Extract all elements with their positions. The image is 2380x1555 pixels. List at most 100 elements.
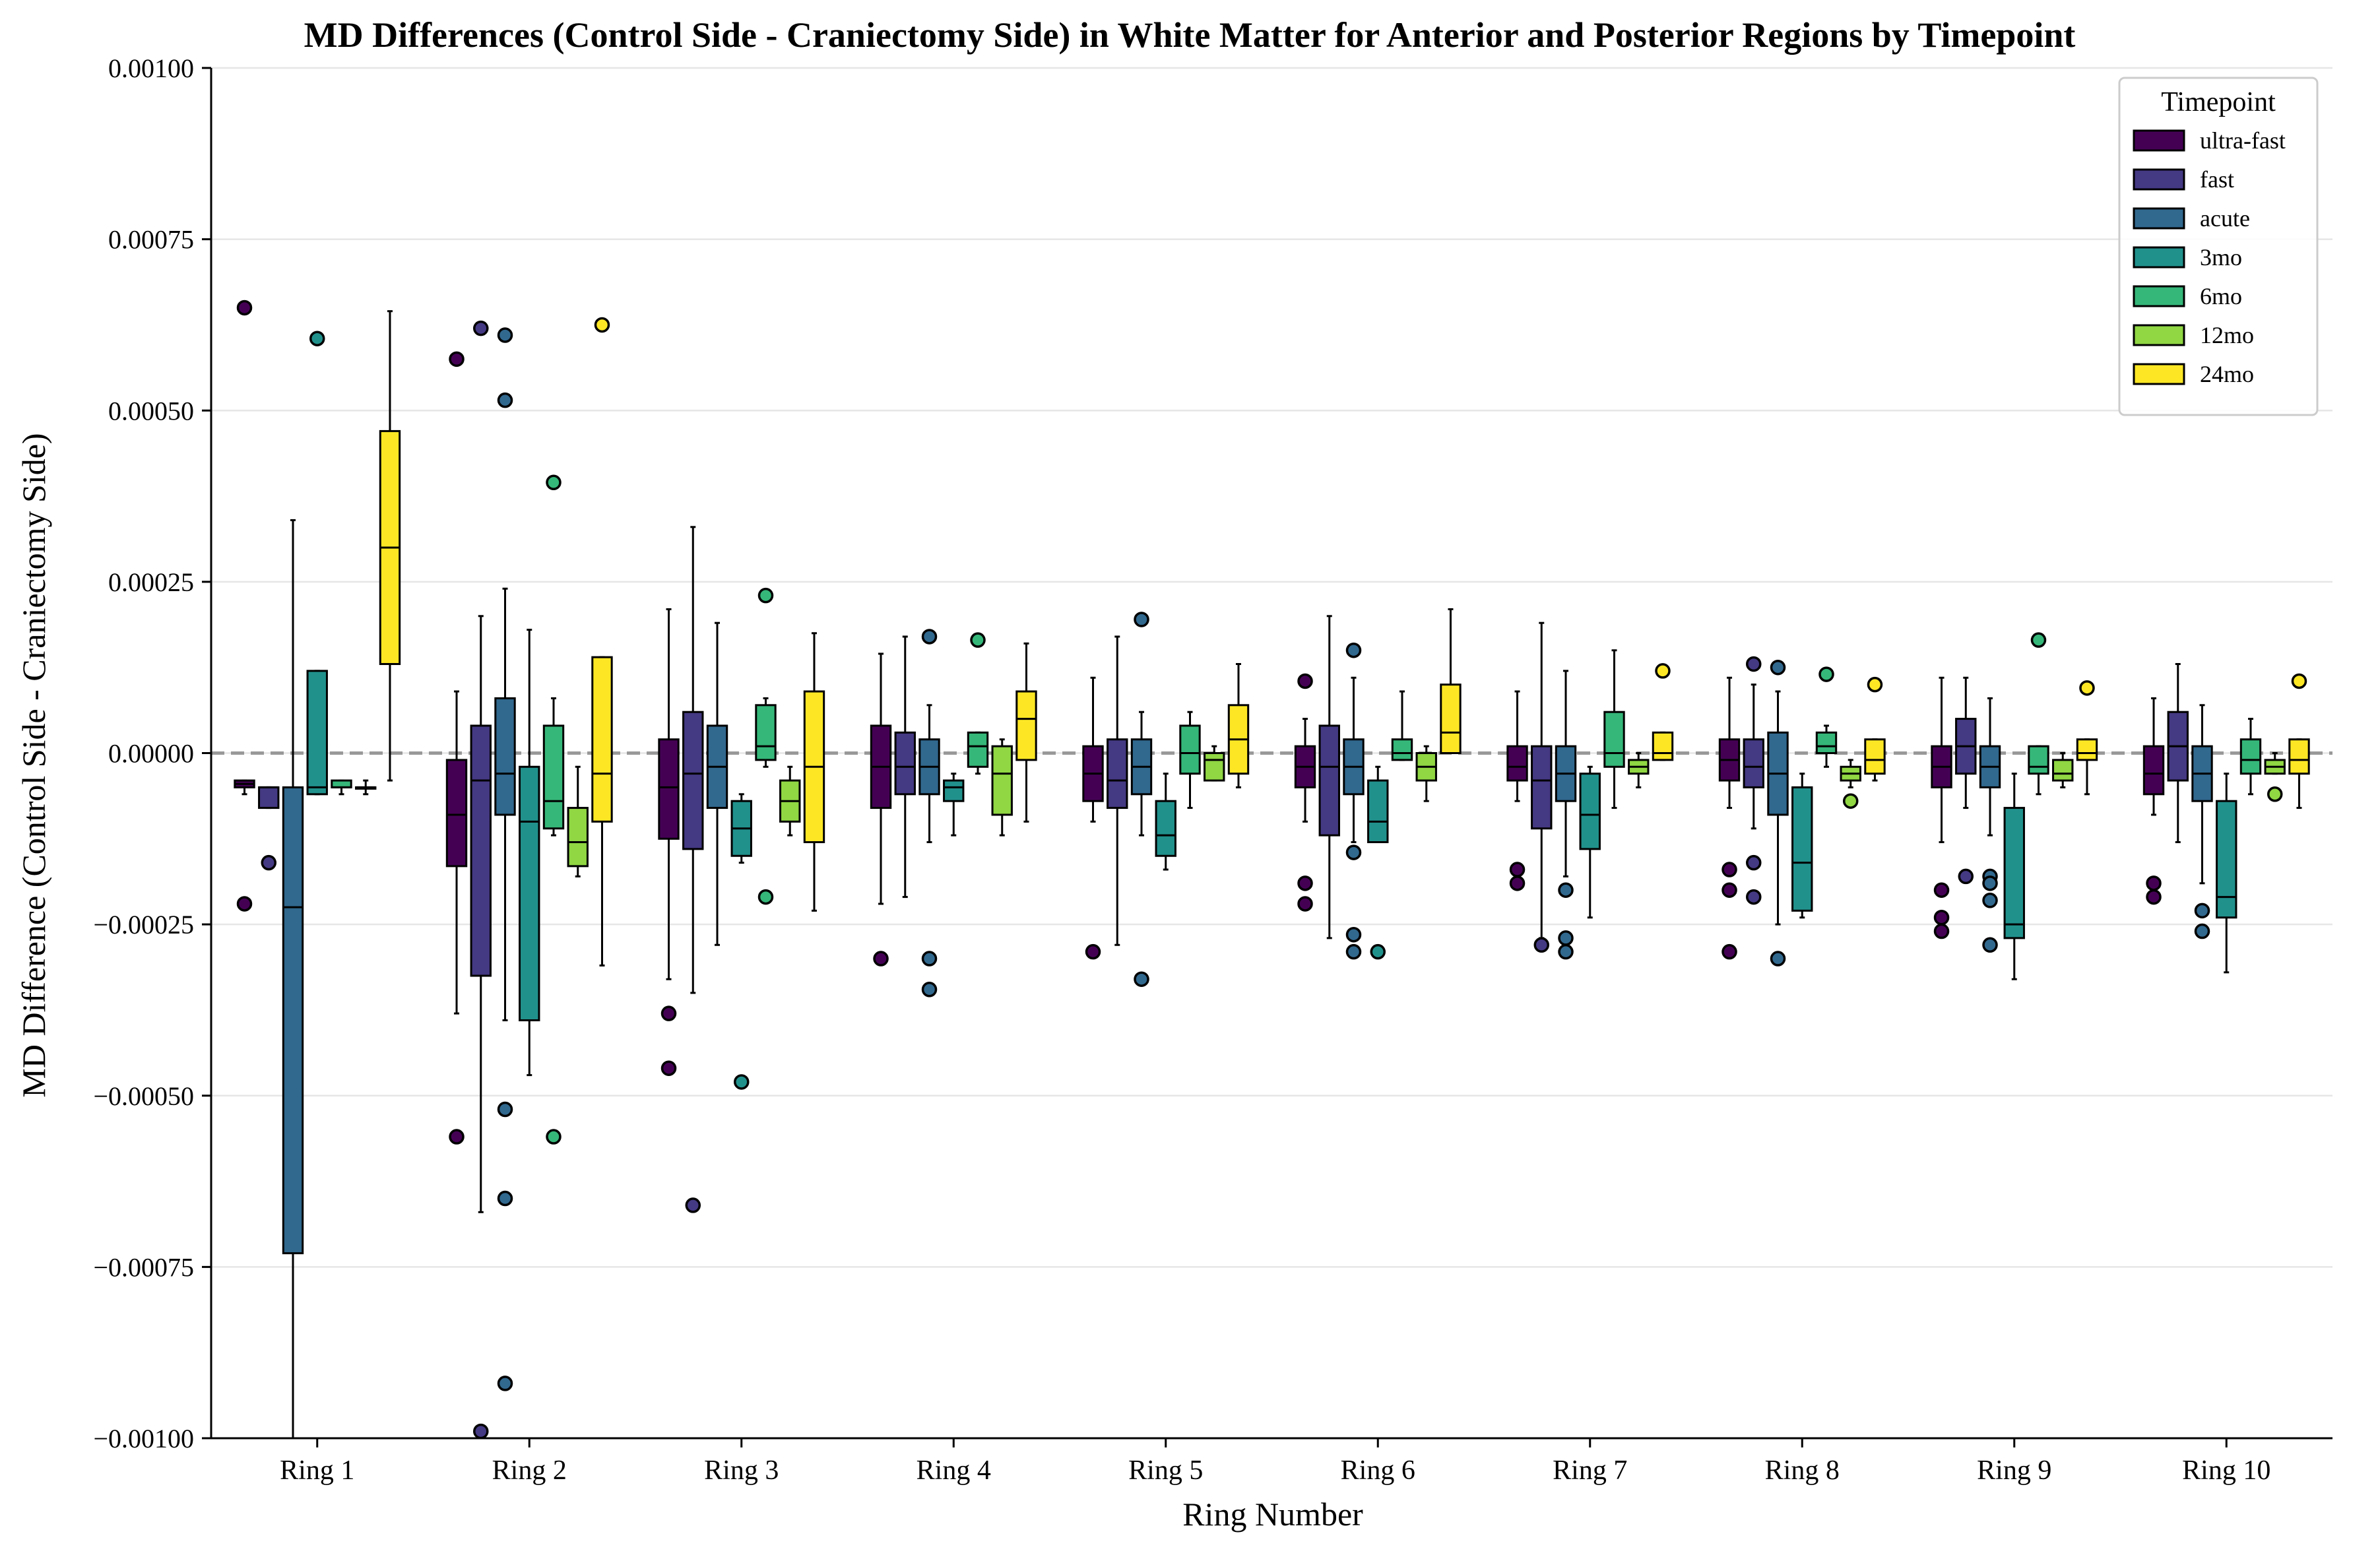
outlier-point [449, 1129, 465, 1145]
x-tick-label: Ring 2 [492, 1455, 567, 1486]
iqr-box [1864, 738, 1886, 775]
x-tick-label: Ring 1 [280, 1455, 354, 1486]
iqr-box [1506, 745, 1528, 782]
box-12mo-ring-4 [991, 738, 1013, 837]
x-tick-label: Ring 10 [2182, 1455, 2270, 1486]
box-6mo-ring-6 [1391, 690, 1413, 761]
box-fast-ring-4 [894, 635, 916, 899]
box-12mo-ring-1 [355, 779, 377, 796]
series-acute [282, 327, 2213, 1440]
box-series [234, 300, 2310, 1440]
box-acute-ring-7 [1555, 670, 1577, 960]
iqr-box [1367, 779, 1389, 844]
box-acute-ring-5 [1130, 612, 1153, 987]
box-3mo-ring-10 [2216, 773, 2237, 974]
box-acute-ring-2 [494, 327, 516, 1391]
box-ultra-fast-ring-7 [1506, 690, 1528, 891]
outlier-point [2030, 632, 2047, 648]
box-6mo-ring-5 [1179, 711, 1201, 809]
outlier-point [1933, 909, 1950, 926]
outlier-point [1345, 926, 1362, 943]
box-ultra-fast-ring-2 [445, 351, 468, 1145]
outlier-point [309, 331, 325, 346]
iqr-box [682, 711, 704, 850]
box-ultra-fast-ring-5 [1082, 676, 1104, 960]
outlier-point [1345, 943, 1362, 960]
outlier-point [2194, 923, 2210, 939]
legend-swatch [2133, 324, 2185, 346]
iqr-box [1179, 724, 1201, 775]
box-3mo-ring-4 [943, 773, 965, 837]
box-3mo-ring-7 [1579, 765, 1601, 919]
box-ultra-fast-ring-10 [2142, 697, 2165, 905]
outlier-point [2146, 875, 2162, 891]
outlier-point [1982, 893, 1998, 908]
y-tick-label: 0.00000 [108, 739, 194, 769]
outlier-point [1345, 844, 1362, 860]
outlier-point [2146, 889, 2162, 905]
outlier-point [497, 1101, 513, 1118]
iqr-box [567, 807, 589, 868]
y-tick-label: −0.00050 [93, 1081, 194, 1111]
box-fast-ring-10 [2167, 662, 2189, 844]
legend-label: 12mo [2200, 322, 2254, 348]
outlier-point [921, 629, 938, 645]
legend-label: ultra-fast [2200, 127, 2286, 154]
iqr-box [1603, 711, 1625, 768]
outlier-point [1746, 854, 1762, 871]
outlier-point [449, 351, 465, 367]
outlier-point [594, 317, 610, 333]
iqr-box [1579, 773, 1601, 850]
iqr-box [591, 656, 613, 823]
iqr-box [519, 765, 540, 1022]
iqr-box [2076, 738, 2098, 761]
box-3mo-ring-8 [1791, 773, 1813, 919]
outlier-point [1297, 896, 1313, 912]
series-fast [258, 320, 2189, 1440]
box-6mo-ring-4 [967, 632, 989, 775]
iqr-box [658, 738, 680, 840]
outlier-point [1982, 937, 1998, 953]
legend-label: acute [2200, 205, 2250, 232]
box-fast-ring-3 [682, 526, 704, 1213]
outlier-point [1134, 612, 1149, 627]
legend-swatch [2133, 168, 2185, 191]
box-6mo-ring-7 [1603, 649, 1625, 809]
iqr-box [282, 786, 304, 1255]
box-3mo-ring-1 [306, 331, 328, 796]
outlier-point [1982, 875, 1998, 891]
iqr-box [943, 779, 965, 802]
outlier-point [2194, 903, 2210, 919]
iqr-box [1391, 738, 1413, 761]
series-6mo [331, 474, 2262, 1145]
outlier-point [1867, 676, 1883, 693]
box-24mo-ring-1 [379, 310, 401, 782]
outlier-point [1721, 882, 1737, 898]
outlier-point [921, 982, 938, 998]
y-tick-label: 0.00100 [108, 53, 194, 83]
legend-label: 24mo [2200, 361, 2254, 387]
box-12mo-ring-9 [2052, 752, 2074, 788]
box-ultra-fast-ring-6 [1294, 673, 1316, 912]
box-6mo-ring-3 [755, 587, 777, 905]
box-fast-ring-5 [1107, 635, 1128, 946]
outlier-point [497, 1376, 513, 1391]
outlier-point [1297, 875, 1313, 891]
outlier-point [1533, 937, 1550, 953]
box-acute-ring-9 [1979, 697, 2001, 953]
chart-title: MD Differences (Control Side - Craniecto… [304, 15, 2076, 55]
box-ultra-fast-ring-3 [658, 608, 680, 1076]
series-3mo [306, 331, 2237, 1090]
iqr-box [1318, 724, 1340, 837]
outlier-point [757, 587, 774, 604]
box-fast-ring-7 [1531, 621, 1553, 953]
series-24mo [379, 310, 2310, 967]
y-tick-label: −0.00075 [93, 1252, 194, 1282]
outlier-point [236, 300, 253, 316]
outlier-point [546, 1129, 562, 1145]
iqr-box [2216, 800, 2237, 919]
box-3mo-ring-5 [1155, 773, 1176, 871]
box-24mo-ring-7 [1652, 663, 1674, 761]
outlier-point [546, 474, 562, 491]
